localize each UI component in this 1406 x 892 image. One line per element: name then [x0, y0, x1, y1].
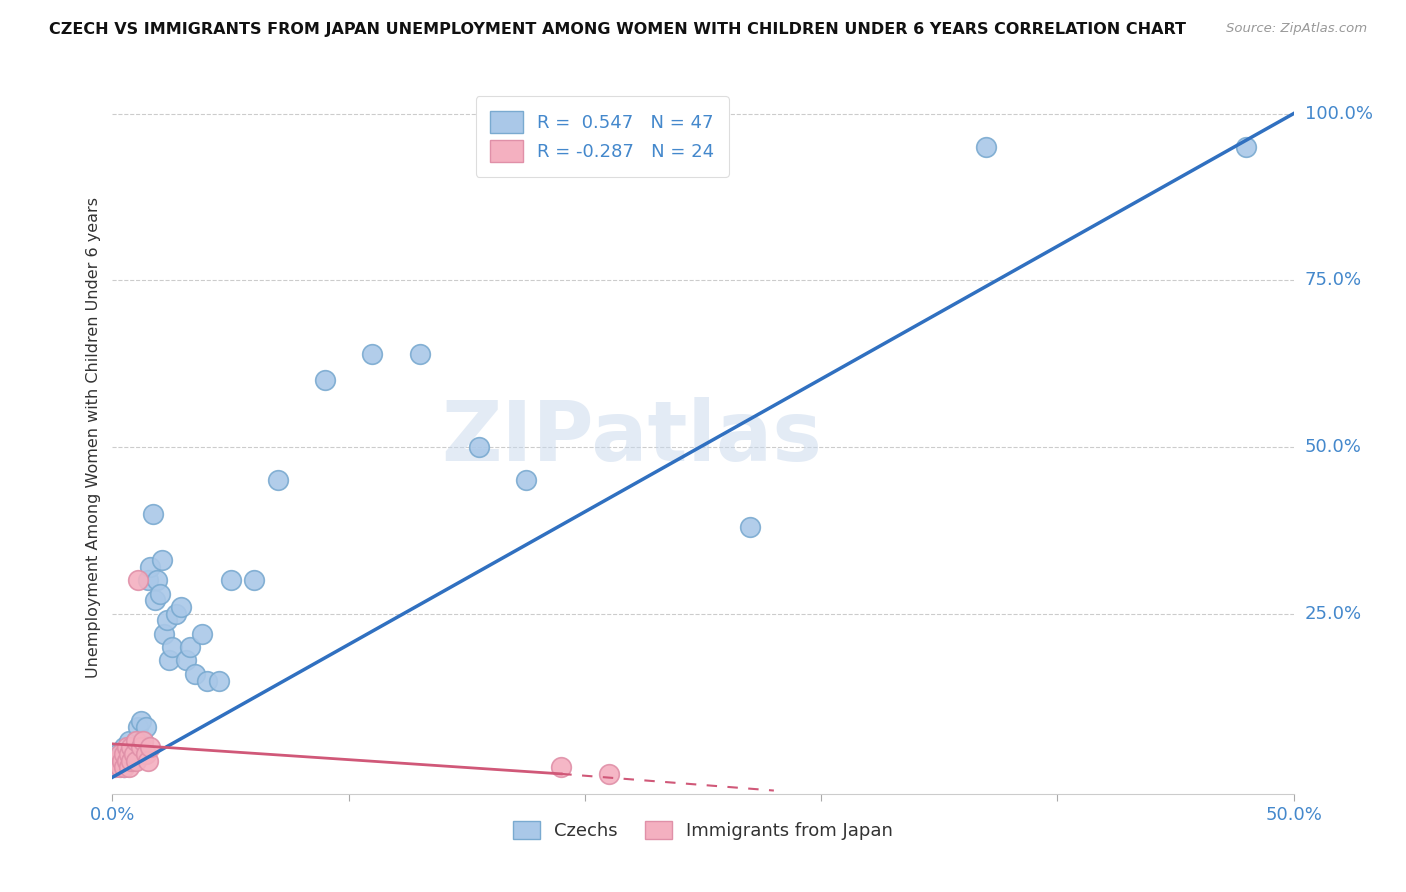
Text: 100.0%: 100.0% [1305, 104, 1372, 122]
Point [467, 440, 489, 454]
Point [105, 747, 128, 761]
Legend: Czechs, Immigrants from Japan: Czechs, Immigrants from Japan [503, 812, 903, 849]
Point [135, 747, 157, 761]
Point [598, 767, 620, 781]
Text: Source: ZipAtlas.com: Source: ZipAtlas.com [1226, 22, 1367, 36]
Point [127, 574, 149, 588]
Point [104, 754, 127, 768]
Point [120, 740, 142, 755]
Point [136, 754, 159, 768]
Point [111, 754, 134, 768]
Point [125, 733, 148, 747]
Point [120, 754, 142, 768]
Point [361, 347, 384, 361]
Point [179, 640, 201, 655]
Point [112, 740, 135, 755]
Point [153, 627, 176, 641]
Point [174, 653, 197, 667]
Point [136, 574, 159, 588]
Point [125, 733, 148, 747]
Point [122, 747, 145, 761]
Point [142, 507, 165, 521]
Point [125, 754, 148, 768]
Point [314, 373, 336, 387]
Point [135, 720, 157, 734]
Point [139, 740, 162, 755]
Point [127, 720, 149, 734]
Point [574, 140, 596, 154]
Point [129, 740, 152, 755]
Point [139, 560, 162, 574]
Point [976, 140, 998, 154]
Point [105, 754, 128, 768]
Point [267, 474, 290, 488]
Point [132, 733, 155, 747]
Point [115, 754, 138, 768]
Point [112, 760, 135, 774]
Point [129, 714, 152, 728]
Point [112, 760, 135, 774]
Point [184, 666, 207, 681]
Point [108, 754, 131, 768]
Point [156, 614, 179, 628]
Text: ZIPatlas: ZIPatlas [441, 397, 823, 477]
Text: 25.0%: 25.0% [1305, 605, 1362, 623]
Point [108, 747, 131, 761]
Point [143, 593, 166, 607]
Point [609, 140, 631, 154]
Point [150, 553, 173, 567]
Text: 75.0%: 75.0% [1305, 271, 1362, 289]
Point [208, 673, 231, 688]
Point [108, 760, 131, 774]
Point [515, 474, 537, 488]
Point [112, 747, 135, 761]
Point [115, 740, 138, 755]
Point [219, 574, 242, 588]
Point [191, 627, 214, 641]
Point [118, 747, 141, 761]
Point [118, 760, 141, 774]
Point [1234, 140, 1257, 154]
Point [195, 673, 218, 688]
Text: CZECH VS IMMIGRANTS FROM JAPAN UNEMPLOYMENT AMONG WOMEN WITH CHILDREN UNDER 6 YE: CZECH VS IMMIGRANTS FROM JAPAN UNEMPLOYM… [49, 22, 1187, 37]
Point [149, 587, 172, 601]
Point [146, 574, 169, 588]
Point [550, 760, 572, 774]
Point [118, 733, 141, 747]
Y-axis label: Unemployment Among Women with Children Under 6 years: Unemployment Among Women with Children U… [86, 196, 101, 678]
Text: 50.0%: 50.0% [1305, 438, 1361, 456]
Point [740, 520, 762, 534]
Point [408, 347, 430, 361]
Point [170, 600, 193, 615]
Point [122, 747, 145, 761]
Point [132, 733, 155, 747]
Point [157, 653, 180, 667]
Point [111, 747, 134, 761]
Point [115, 747, 138, 761]
Point [165, 607, 187, 621]
Point [243, 574, 266, 588]
Point [104, 760, 127, 774]
Point [120, 740, 142, 755]
Point [160, 640, 183, 655]
